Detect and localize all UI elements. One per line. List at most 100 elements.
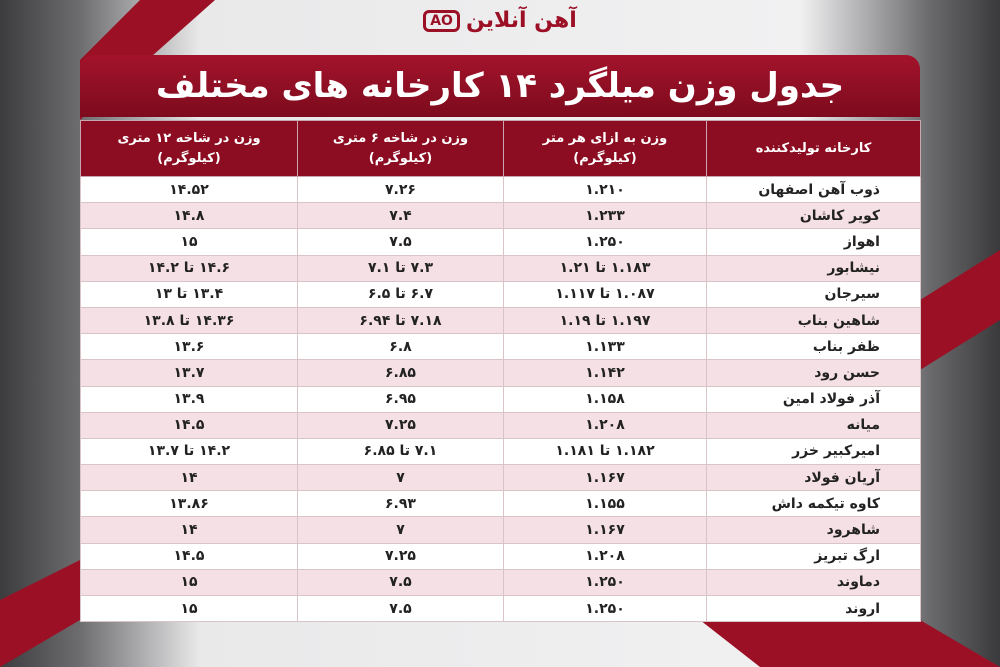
header-text: وزن به ازای هر متر <box>542 130 668 146</box>
weight-cell: ۶.۹۵ <box>297 385 504 413</box>
table-row: آریان فولاد ۱.۱۶۷ ۷ ۱۴ <box>80 464 921 492</box>
table-row: اهواز ۱.۲۵۰ ۷.۵ ۱۵ <box>80 228 921 256</box>
weight-cell: ۷.۲۶ <box>297 175 504 204</box>
factory-cell: ذوب آهن اصفهان <box>706 175 921 204</box>
weight-cell: ۶.۷ تا ۶.۵ <box>297 280 504 308</box>
red-stripe <box>700 620 1000 667</box>
table-row: میانه ۱.۲۰۸ ۷.۲۵ ۱۴.۵ <box>80 411 921 439</box>
table-row: ظفر بناب ۱.۱۳۳ ۶.۸ ۱۳.۶ <box>80 333 921 361</box>
factory-cell: ظفر بناب <box>706 333 921 361</box>
table-row: دماوند ۱.۲۵۰ ۷.۵ ۱۵ <box>80 568 921 597</box>
table-row: آذر فولاد امین ۱.۱۵۸ ۶.۹۵ ۱۳.۹ <box>80 385 921 413</box>
header-text: (کیلوگرم) <box>368 150 433 166</box>
weight-cell: ۷.۵ <box>297 594 504 623</box>
factory-cell: کویر کاشان <box>706 202 921 230</box>
weight-cell: ۱۴.۲ تا ۱۳.۷ <box>80 437 298 466</box>
header-cell: وزن در شاخه ۱۲ متری (کیلوگرم) <box>80 120 298 177</box>
weight-cell: ۱۴.۵۲ <box>80 175 298 204</box>
table-row: شاهرود ۱.۱۶۷ ۷ ۱۴ <box>80 516 921 544</box>
weight-cell: ۱۳.۴ تا ۱۳ <box>80 280 298 308</box>
weight-cell: ۱.۱۳۳ <box>503 333 707 361</box>
header-row: کارخانه تولیدکننده وزن به ازای هر متر (کیل… <box>80 120 921 177</box>
brand-icon: AO <box>423 10 460 32</box>
table-row: نیشابور ۱.۱۸۳ تا ۱.۲۱ ۷.۳ تا ۷.۱ ۱۴.۶ تا ۱۴… <box>80 254 921 282</box>
header-cell: وزن در شاخه ۶ متری (کیلوگرم) <box>297 120 504 177</box>
weight-cell: ۷.۵ <box>297 228 504 256</box>
red-stripe <box>0 560 80 667</box>
factory-cell: میانه <box>706 411 921 439</box>
weight-cell: ۱.۲۵۰ <box>503 568 707 597</box>
weight-cell: ۷.۲۵ <box>297 411 504 439</box>
weight-table: کارخانه تولیدکننده وزن به ازای هر متر (کیل… <box>80 120 921 623</box>
header-text: وزن در شاخه ۶ متری <box>332 130 469 146</box>
weight-cell: ۱.۲۰۸ <box>503 542 707 570</box>
header-text: (کیلوگرم) <box>573 150 637 166</box>
table-row: کویر کاشان ۱.۲۳۳ ۷.۴ ۱۴.۸ <box>80 202 921 230</box>
table-row: شاهین بناب ۱.۱۹۷ تا ۱.۱۹ ۷.۱۸ تا ۶.۹۴ ۱۴.۳۶… <box>80 306 921 335</box>
weight-cell: ۶.۸ <box>297 333 504 361</box>
brand-name: آهن آنلاین <box>465 8 577 33</box>
weight-cell: ۱.۱۵۵ <box>503 490 707 518</box>
weight-cell: ۱۳.۶ <box>80 333 298 361</box>
weight-cell: ۷.۱۸ تا ۶.۹۴ <box>297 306 504 335</box>
factory-cell: شاهرود <box>706 516 921 544</box>
weight-cell: ۱۳.۷ <box>80 359 298 387</box>
weight-cell: ۷.۳ تا ۷.۱ <box>297 254 504 282</box>
weight-cell: ۷.۲۵ <box>297 542 504 570</box>
weight-cell: ۱.۱۸۲ تا ۱.۱۸۱ <box>503 437 707 466</box>
weight-cell: ۱.۱۶۷ <box>503 464 707 492</box>
weight-cell: ۷.۵ <box>297 568 504 597</box>
brand: آهن آنلاینAO <box>0 8 1000 33</box>
red-stripe <box>920 250 1000 370</box>
table-row: سیرجان ۱.۰۸۷ تا ۱.۱۱۷ ۶.۷ تا ۶.۵ ۱۳.۴ تا ۱۳ <box>80 280 921 308</box>
title: جدول وزن میلگرد ۱۴ کارخانه های مختلف <box>80 55 920 117</box>
factory-cell: امیرکبیر خزر <box>706 437 921 466</box>
weight-cell: ۱۵ <box>80 228 298 256</box>
factory-cell: سیرجان <box>706 280 921 308</box>
factory-cell: اروند <box>706 594 921 623</box>
table-row: حسن رود ۱.۱۴۲ ۶.۸۵ ۱۳.۷ <box>80 359 921 387</box>
weight-cell: ۱۳.۸۶ <box>80 490 298 518</box>
weight-cell: ۱.۰۸۷ تا ۱.۱۱۷ <box>503 280 707 308</box>
weight-cell: ۱۵ <box>80 568 298 597</box>
weight-cell: ۱.۲۱۰ <box>503 175 707 204</box>
factory-cell: شاهین بناب <box>706 306 921 335</box>
table-row: ذوب آهن اصفهان ۱.۲۱۰ ۷.۲۶ ۱۴.۵۲ <box>80 175 921 204</box>
weight-cell: ۱.۲۵۰ <box>503 228 707 256</box>
table-row: کاوه تیکمه داش ۱.۱۵۵ ۶.۹۳ ۱۳.۸۶ <box>80 490 921 518</box>
factory-cell: کاوه تیکمه داش <box>706 490 921 518</box>
factory-cell: حسن رود <box>706 359 921 387</box>
weight-cell: ۱۴ <box>80 464 298 492</box>
weight-cell: ۱۴ <box>80 516 298 544</box>
header-cell: وزن به ازای هر متر (کیلوگرم) <box>503 120 707 177</box>
weight-cell: ۱.۲۵۰ <box>503 594 707 623</box>
weight-cell: ۱.۱۵۸ <box>503 385 707 413</box>
weight-cell: ۱۴.۵ <box>80 411 298 439</box>
header-text: کارخانه تولیدکننده <box>755 140 872 156</box>
table-row: ارگ تبریز ۱.۲۰۸ ۷.۲۵ ۱۴.۵ <box>80 542 921 570</box>
weight-cell: ۷.۴ <box>297 202 504 230</box>
weight-cell: ۱.۱۶۷ <box>503 516 707 544</box>
header-text: (کیلوگرم) <box>157 150 221 166</box>
weight-cell: ۱۴.۶ تا ۱۴.۲ <box>80 254 298 282</box>
weight-cell: ۱.۲۰۸ <box>503 411 707 439</box>
table-row: امیرکبیر خزر ۱.۱۸۲ تا ۱.۱۸۱ ۷.۱ تا ۶.۸۵ ۱۴.… <box>80 437 921 466</box>
weight-cell: ۱.۱۹۷ تا ۱.۱۹ <box>503 306 707 335</box>
factory-cell: آریان فولاد <box>706 464 921 492</box>
header-cell: کارخانه تولیدکننده <box>706 120 921 177</box>
header-text: وزن در شاخه ۱۲ متری <box>117 130 261 146</box>
weight-cell: ۷ <box>297 464 504 492</box>
weight-cell: ۷ <box>297 516 504 544</box>
factory-cell: دماوند <box>706 568 921 597</box>
factory-cell: آذر فولاد امین <box>706 385 921 413</box>
weight-cell: ۷.۱ تا ۶.۸۵ <box>297 437 504 466</box>
weight-cell: ۱.۱۸۳ تا ۱.۲۱ <box>503 254 707 282</box>
weight-cell: ۱۴.۳۶ تا ۱۳.۸ <box>80 306 298 335</box>
weight-cell: ۱.۱۴۲ <box>503 359 707 387</box>
factory-cell: نیشابور <box>706 254 921 282</box>
factory-cell: ارگ تبریز <box>706 542 921 570</box>
weight-cell: ۱۳.۹ <box>80 385 298 413</box>
weight-cell: ۶.۹۳ <box>297 490 504 518</box>
table-row: اروند ۱.۲۵۰ ۷.۵ ۱۵ <box>80 594 921 623</box>
